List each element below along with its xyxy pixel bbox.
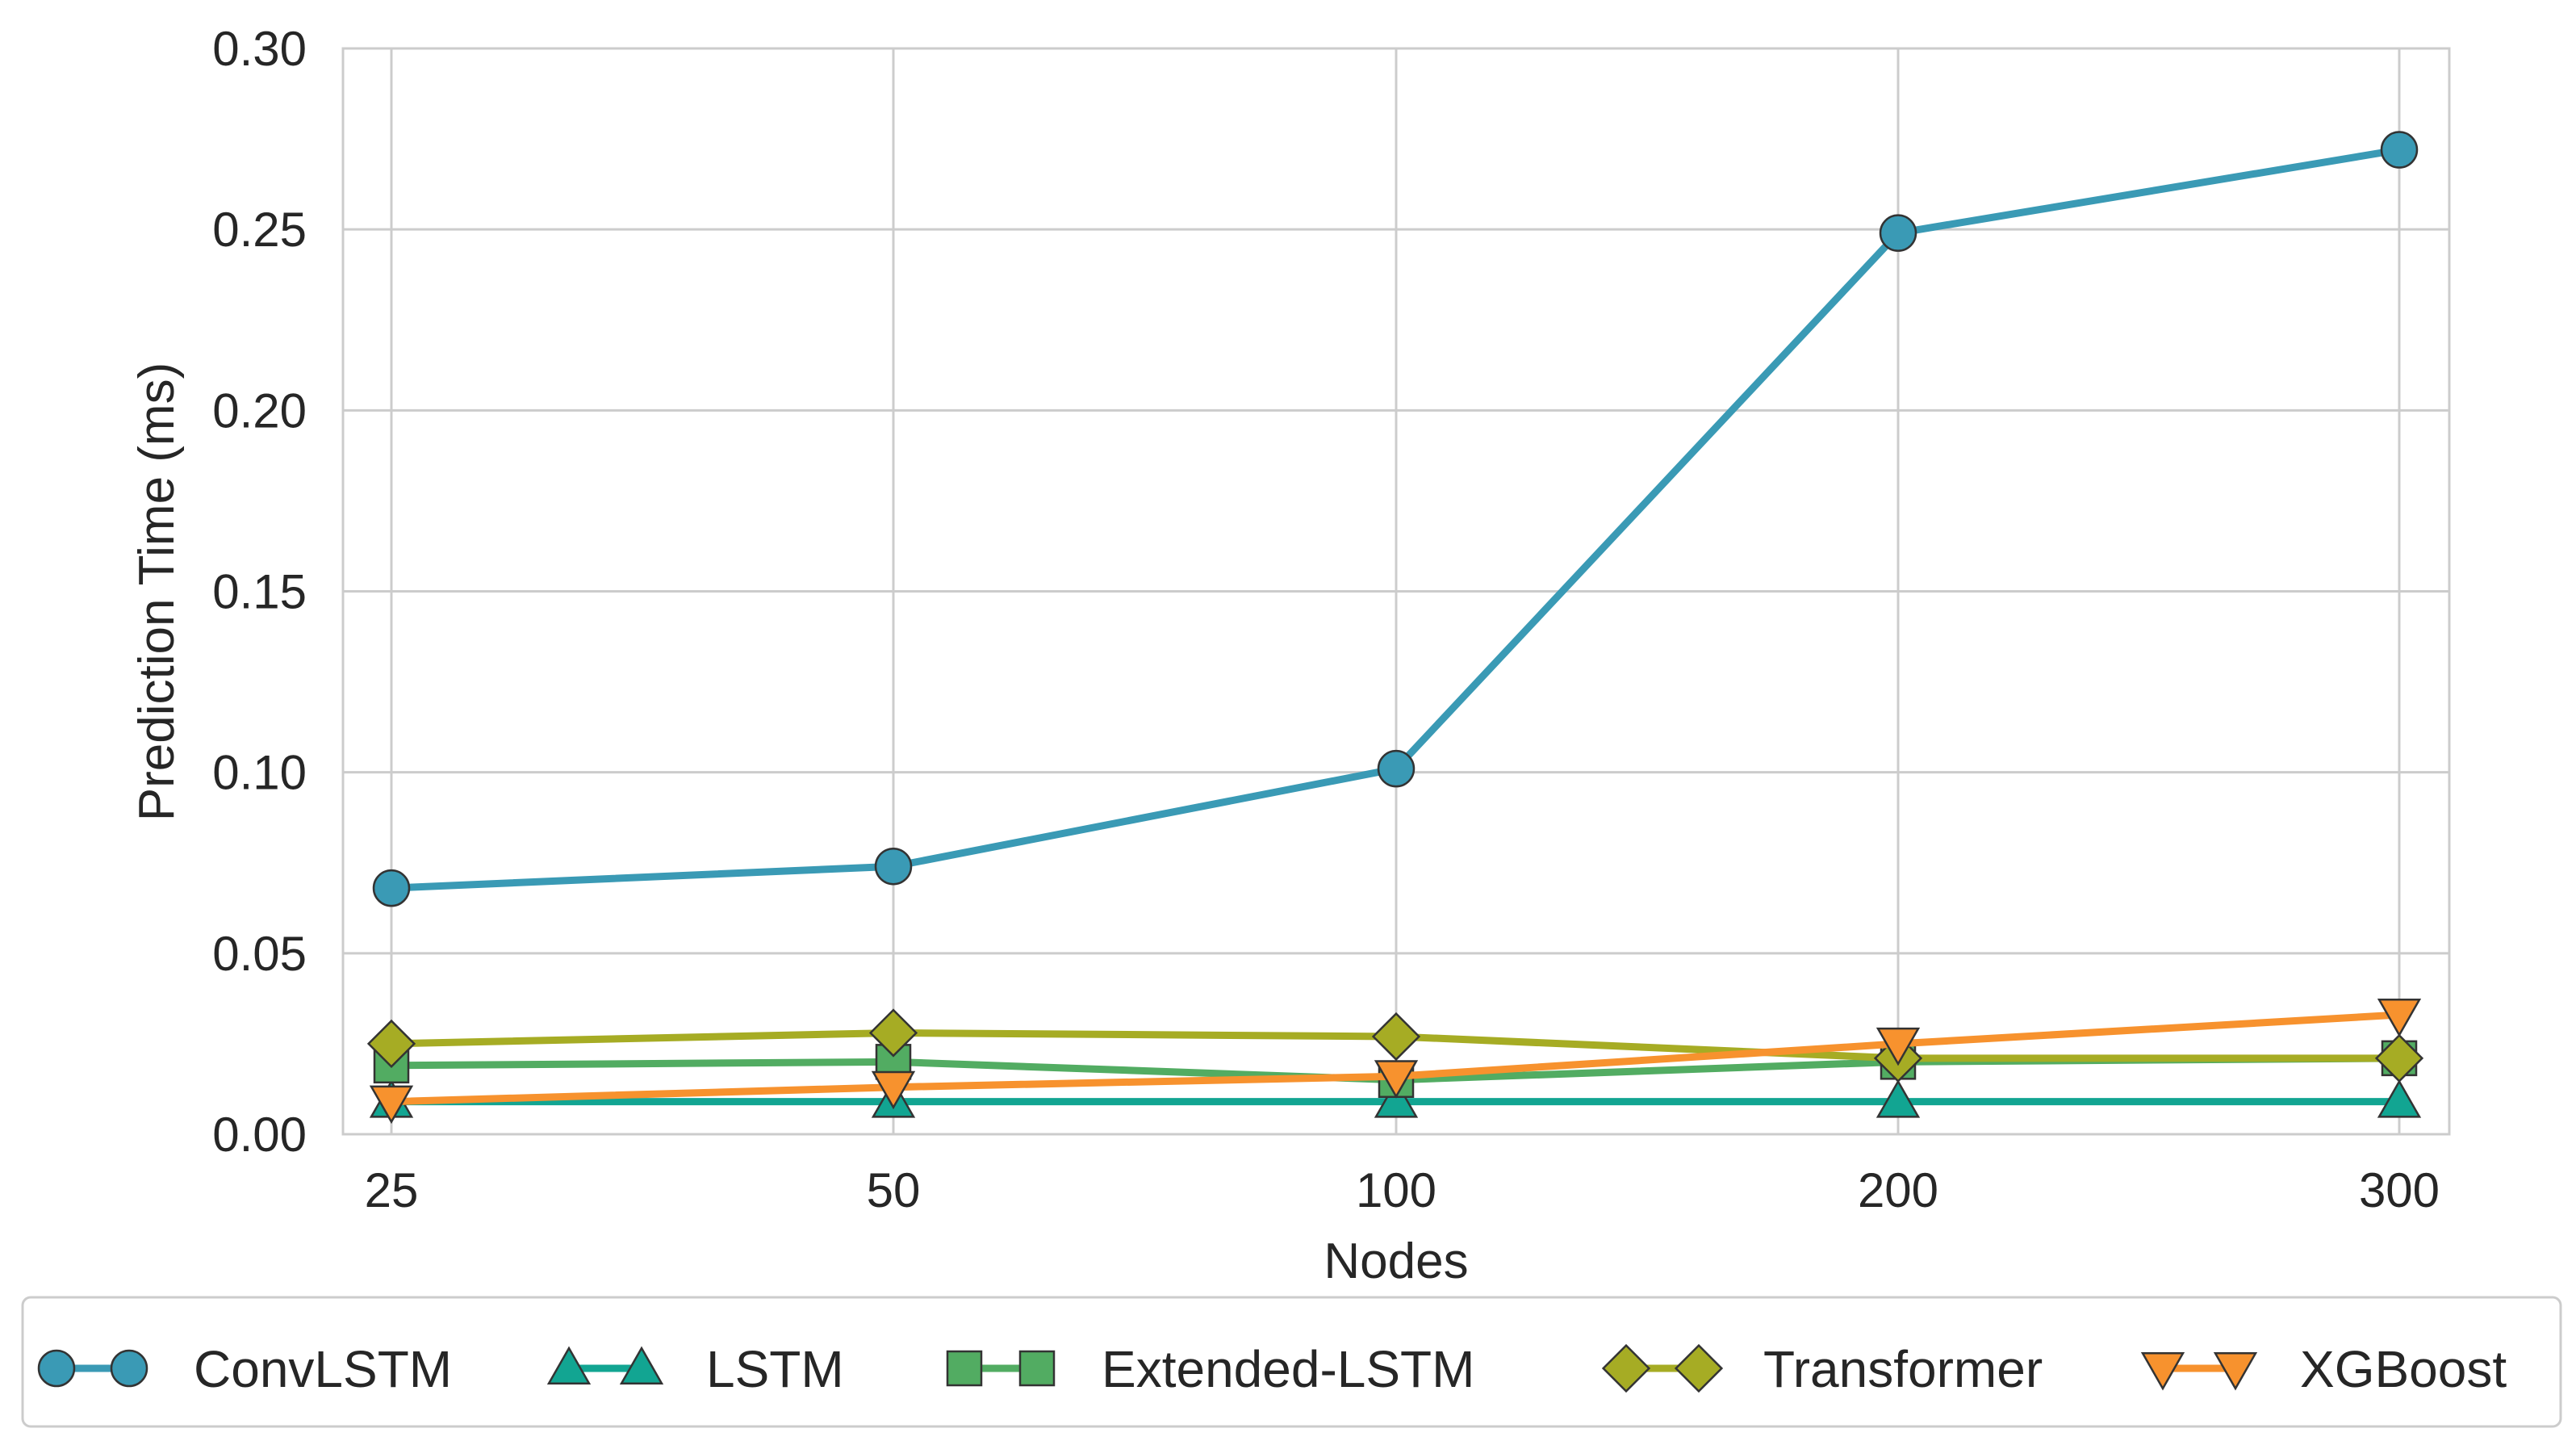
y-tick-label: 0.10 [212, 746, 307, 800]
legend-item-extended-lstm: Extended-LSTM [946, 1340, 1474, 1398]
legend-label: Transformer [1763, 1340, 2043, 1398]
data-point [1371, 1012, 1421, 1062]
data-point [874, 847, 913, 886]
legend-item-transformer: Transformer [1601, 1340, 2043, 1398]
legend-marker [619, 1346, 664, 1384]
y-tick-label: 0.15 [212, 565, 307, 619]
data-point [2374, 1033, 2424, 1083]
data-point [1876, 1079, 1921, 1118]
x-tick-label: 25 [365, 1163, 419, 1217]
data-point [1374, 1079, 1419, 1118]
x-axis-ticks: 25 50 100 200 300 [365, 1163, 2440, 1217]
series-xgboost [369, 999, 2422, 1125]
data-point [868, 1008, 918, 1058]
y-tick-label: 0.25 [212, 203, 307, 257]
legend-label: Extended-LSTM [1102, 1340, 1474, 1398]
legend-marker [2140, 1352, 2185, 1391]
data-point [366, 1019, 416, 1069]
legend-marker [37, 1349, 76, 1388]
plot-area-frame [341, 47, 2451, 1136]
data-point [2377, 1079, 2422, 1118]
data-point [1879, 214, 1917, 252]
grid-lines [343, 47, 2449, 1136]
y-tick-label: 0.20 [212, 383, 307, 438]
data-point [1374, 1060, 1419, 1099]
legend-label: LSTM [706, 1340, 844, 1398]
legend-marker [1601, 1343, 1651, 1393]
data-point [1377, 749, 1416, 788]
series-convlstm [372, 131, 2419, 907]
x-tick-label: 100 [1356, 1163, 1436, 1217]
legend-marker [2213, 1352, 2258, 1391]
legend: ConvLSTM LSTM Extended-LSTM Transformer XGBo… [21, 1296, 2562, 1428]
x-tick-label: 200 [1858, 1163, 1938, 1217]
data-point [2380, 131, 2419, 169]
data-point [2377, 999, 2422, 1037]
legend-marker [946, 1350, 983, 1387]
x-tick-label: 50 [867, 1163, 921, 1217]
y-tick-label: 0.05 [212, 927, 307, 981]
series-lines [366, 131, 2424, 1125]
y-tick-label: 0.30 [212, 22, 307, 76]
x-tick-label: 300 [2359, 1163, 2440, 1217]
legend-item-xgboost: XGBoost [2140, 1340, 2507, 1398]
y-axis-ticks: 0.00 0.05 0.10 0.15 0.20 0.25 0.30 [212, 22, 307, 1162]
legend-item-lstm: LSTM [546, 1340, 844, 1398]
data-point [372, 869, 411, 907]
legend-marker [1018, 1350, 1056, 1387]
data-point [871, 1070, 916, 1110]
data-point [369, 1085, 414, 1125]
legend-item-convlstm: ConvLSTM [37, 1340, 452, 1398]
data-point [1876, 1027, 1921, 1066]
y-tick-label: 0.00 [212, 1108, 307, 1162]
legend-label: XGBoost [2300, 1340, 2507, 1398]
x-axis-label: Nodes [1324, 1234, 1468, 1289]
legend-marker [546, 1346, 592, 1384]
legend-frame [21, 1296, 2562, 1428]
legend-marker [1674, 1343, 1724, 1393]
y-axis-label: Prediction Time (ms) [129, 362, 185, 821]
legend-marker [110, 1349, 148, 1388]
legend-label: ConvLSTM [194, 1340, 452, 1398]
